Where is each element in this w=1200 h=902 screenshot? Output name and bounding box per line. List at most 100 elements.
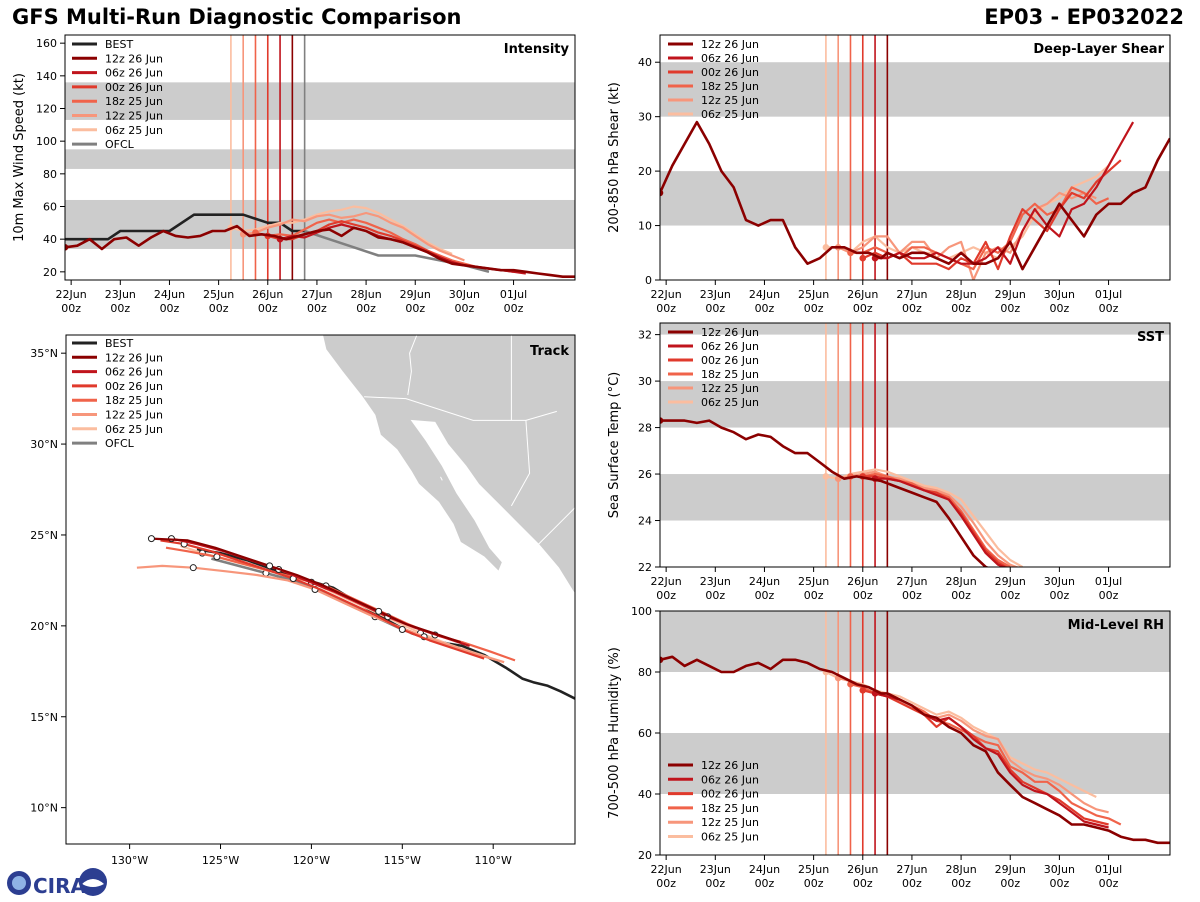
- legend-label-12z-25-jun: 12z 25 Jun: [105, 409, 163, 422]
- legend-label-06z-26-jun: 06z 26 Jun: [701, 773, 759, 786]
- xtick-day-shear: 23Jun: [700, 288, 731, 301]
- band-intensity-2: [65, 82, 575, 120]
- legend-label-18z-25-jun: 18z 25 Jun: [701, 802, 759, 815]
- legend-label-12z-25-jun: 12z 25 Jun: [701, 816, 759, 829]
- xtick-hour-sst: 00z: [1000, 589, 1020, 602]
- xtick-day-rh: 25Jun: [798, 863, 829, 876]
- xtick-hour-intensity: 00z: [307, 302, 327, 315]
- xtick-day-intensity: 30Jun: [449, 288, 480, 301]
- ytick-rh: 100: [631, 605, 652, 618]
- state-border-0: [364, 396, 557, 421]
- series-rh-12z-26-jun: [660, 655, 1170, 845]
- legend-label-12z-25-jun: 12z 25 Jun: [701, 94, 759, 107]
- xtick-day-intensity: 26Jun: [252, 288, 283, 301]
- state-border-5: [538, 506, 575, 545]
- cira-logo-text: CIRA: [33, 874, 86, 898]
- xtick-hour-sst: 00z: [1050, 589, 1070, 602]
- track-12z-25-jun: [136, 564, 505, 664]
- xtick-hour-sst: 00z: [705, 589, 725, 602]
- xtick-day-intensity: 28Jun: [350, 288, 381, 301]
- frame-shear: [659, 34, 1171, 281]
- xtick-hour-rh: 00z: [1099, 877, 1119, 890]
- xtick-track: 110°W: [475, 854, 512, 867]
- ytick-track: 25°N: [30, 529, 58, 542]
- land-mass: [322, 335, 575, 595]
- init-marker-sst-06z-25-jun: [822, 473, 830, 480]
- xtick-hour-sst: 00z: [656, 589, 676, 602]
- state-border-1: [407, 335, 418, 396]
- xtick-day-sst: 23Jun: [700, 575, 731, 588]
- xtick-hour-shear: 00z: [804, 302, 824, 315]
- ytick-sst: 26: [638, 468, 652, 481]
- legend-label-12z-26-jun: 12z 26 Jun: [105, 351, 163, 364]
- xtick-hour-shear: 00z: [853, 302, 873, 315]
- xtick-day-intensity: 22Jun: [56, 288, 87, 301]
- panel-label-intensity: Intensity: [504, 42, 570, 57]
- panel-intensity: 2040608010012014016022Jun00z23Jun00z24Ju…: [12, 34, 576, 315]
- xtick-hour-rh: 00z: [1050, 877, 1070, 890]
- track-12z-26-jun: [151, 537, 461, 644]
- xtick-hour-sst: 00z: [1099, 589, 1119, 602]
- track-best: [196, 548, 575, 700]
- xtick-hour-rh: 00z: [705, 877, 725, 890]
- xtick-hour-intensity: 00z: [209, 302, 229, 315]
- xtick-day-rh: 01Jul: [1095, 863, 1122, 876]
- xtick-hour-shear: 00z: [656, 302, 676, 315]
- xtick-day-shear: 27Jun: [896, 288, 927, 301]
- ytick-intensity: 160: [36, 37, 57, 50]
- ytick-sst: 24: [638, 515, 652, 528]
- xtick-day-sst: 22Jun: [651, 575, 682, 588]
- series-intensity-06z-25-jun: [230, 205, 453, 255]
- legend-label-00z-26-jun: 00z 26 Jun: [105, 380, 163, 393]
- ytick-sst: 28: [638, 422, 652, 435]
- legend-label-18z-25-jun: 18z 25 Jun: [105, 394, 163, 407]
- ytick-track: 35°N: [30, 347, 58, 360]
- ytick-rh: 80: [638, 666, 652, 679]
- xtick-hour-rh: 00z: [853, 877, 873, 890]
- xtick-hour-rh: 00z: [804, 877, 824, 890]
- series-sst-12z-26-jun: [660, 419, 990, 567]
- panel-rh: 2040608010022Jun00z23Jun00z24Jun00z25Jun…: [607, 605, 1171, 890]
- xtick-day-sst: 27Jun: [896, 575, 927, 588]
- legend-label-18z-25-jun: 18z 25 Jun: [105, 95, 163, 108]
- track-day-marker-00z-26-jun: [398, 625, 406, 633]
- legend-label-06z-26-jun: 06z 26 Jun: [701, 52, 759, 65]
- series-sst-06z-25-jun: [825, 468, 1024, 567]
- xtick-day-rh: 24Jun: [749, 863, 780, 876]
- legend-label-12z-26-jun: 12z 26 Jun: [701, 326, 759, 339]
- xtick-track: 125°W: [202, 854, 239, 867]
- xtick-track: 130°W: [111, 854, 148, 867]
- panel-label-track: Track: [530, 344, 569, 359]
- legend-label-06z-25-jun: 06z 25 Jun: [701, 831, 759, 844]
- xtick-day-shear: 30Jun: [1044, 288, 1075, 301]
- xtick-hour-intensity: 00z: [504, 302, 524, 315]
- xtick-hour-rh: 00z: [1000, 877, 1020, 890]
- xtick-hour-rh: 00z: [755, 877, 775, 890]
- xtick-day-sst: 30Jun: [1044, 575, 1075, 588]
- legend-label-00z-26-jun: 00z 26 Jun: [701, 788, 759, 801]
- band-rh-1: [660, 611, 1170, 672]
- track-day-marker-12z-26-jun: [266, 562, 274, 570]
- xtick-hour-intensity: 00z: [405, 302, 425, 315]
- xtick-hour-rh: 00z: [951, 877, 971, 890]
- band-intensity-0: [65, 199, 575, 249]
- cira-logo-icon: [7, 868, 107, 896]
- ytick-intensity: 20: [43, 266, 57, 279]
- figure-title: GFS Multi-Run Diagnostic Comparison: [12, 5, 462, 29]
- band-intensity-1: [65, 149, 575, 169]
- legend-label-12z-26-jun: 12z 26 Jun: [105, 52, 163, 65]
- series-shear-06z-26-jun: [875, 121, 1135, 265]
- legend-label-06z-25-jun: 06z 25 Jun: [701, 396, 759, 409]
- state-border-3: [440, 476, 443, 481]
- storm-id-title: EP03 - EP032022: [984, 5, 1184, 29]
- ytick-shear: 0: [645, 274, 652, 287]
- ylabel-sst: Sea Surface Temp (°C): [607, 372, 622, 519]
- state-border-4: [510, 420, 531, 507]
- xtick-day-intensity: 25Jun: [203, 288, 234, 301]
- legend-label-06z-26-jun: 06z 26 Jun: [105, 366, 163, 379]
- legend-label-06z-25-jun: 06z 25 Jun: [701, 108, 759, 121]
- panel-label-sst: SST: [1137, 330, 1164, 345]
- ytick-sst: 32: [638, 329, 652, 342]
